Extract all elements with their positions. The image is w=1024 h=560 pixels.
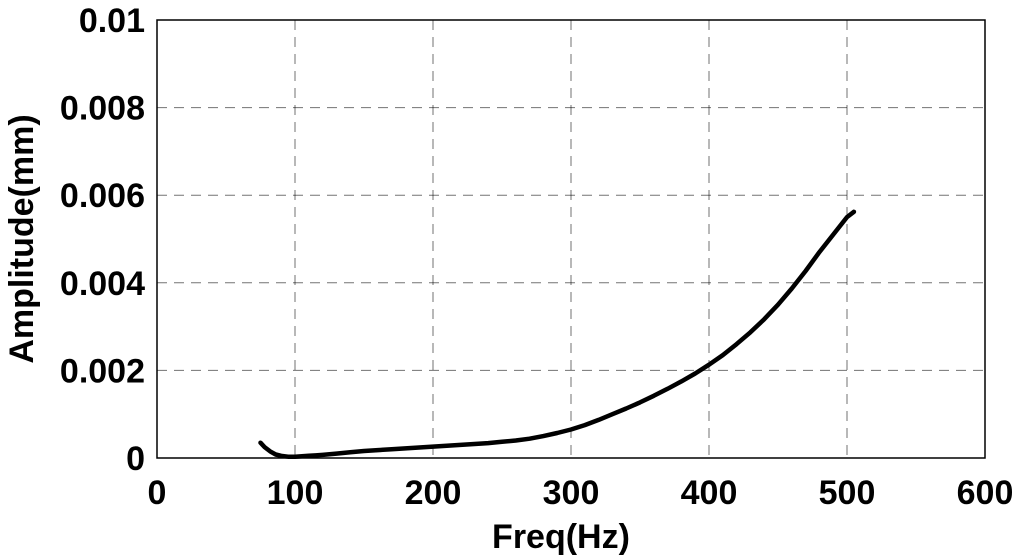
grid: [157, 20, 985, 458]
x-axis-label: Freq(Hz): [492, 518, 630, 556]
series-line: [258, 209, 857, 459]
y-tick-label: 0.006: [60, 177, 145, 215]
y-axis-ticks: 0 0.002 0.004 0.006 0.008 0.01: [60, 2, 145, 478]
x-tick-label: 600: [957, 474, 1014, 512]
x-tick-label: 200: [405, 474, 462, 512]
x-tick-label: 400: [681, 474, 738, 512]
y-tick-label: 0.01: [79, 2, 145, 40]
x-tick-label: 500: [819, 474, 876, 512]
x-tick-label: 100: [267, 474, 324, 512]
y-axis-label: Amplitude(mm): [3, 114, 41, 363]
x-axis-ticks: 0 100 200 300 400 500 600: [148, 474, 1014, 512]
x-tick-label: 0: [148, 474, 167, 512]
y-tick-label: 0.008: [60, 90, 145, 128]
y-tick-label: 0.002: [60, 352, 145, 390]
y-tick-label: 0: [126, 440, 145, 478]
x-tick-label: 300: [543, 474, 600, 512]
y-tick-label: 0.004: [60, 265, 145, 303]
series-layer: [258, 209, 857, 459]
plot-area-frame: [156, 19, 986, 459]
